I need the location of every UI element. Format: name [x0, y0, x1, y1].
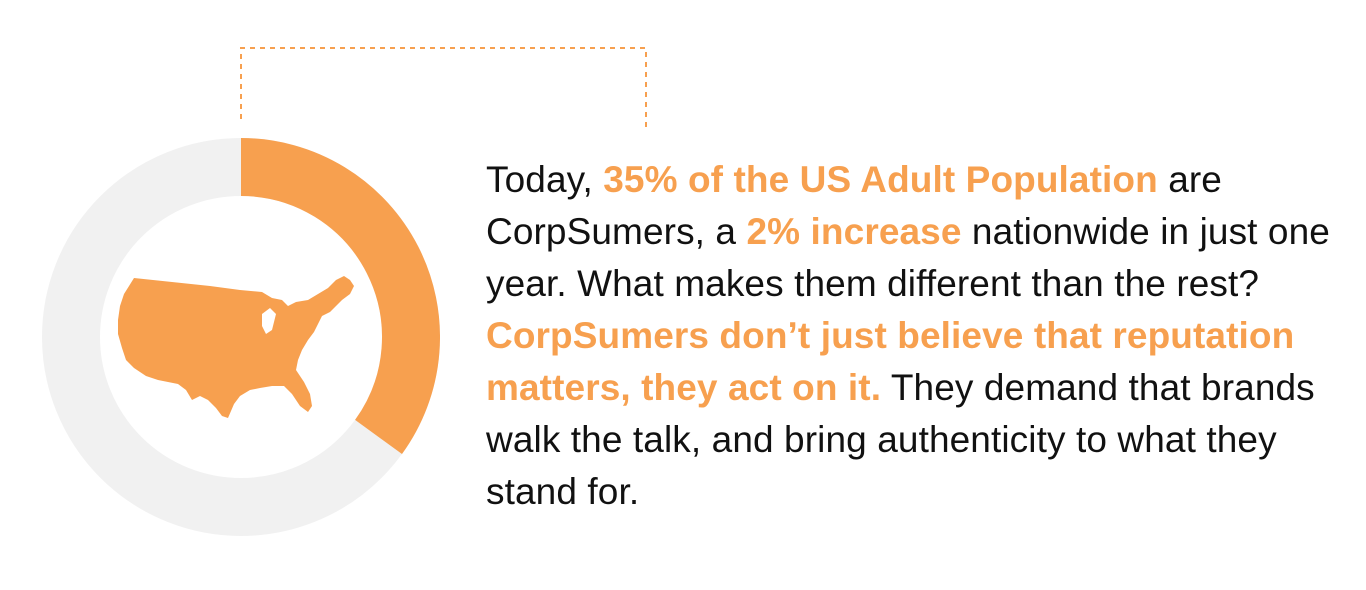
- donut-progress-arc: [240, 138, 440, 454]
- us-map-icon: [118, 276, 354, 418]
- text-segment: They demand that brands walk the talk, a…: [486, 367, 1315, 512]
- text-segment: Today,: [486, 159, 604, 200]
- highlight-stat-population: 35% of the US Adult Population: [603, 159, 1158, 200]
- text-segment: are CorpSumers, a: [486, 159, 1222, 252]
- corpsumers-paragraph: Today, 35% of the US Adult Population ar…: [486, 154, 1346, 518]
- highlight-statement: CorpSumers don’t just believe that reput…: [486, 315, 1295, 408]
- highlight-stat-increase: 2% increase: [746, 211, 962, 252]
- donut-chart: [42, 138, 440, 536]
- dotted-connector: [240, 47, 647, 132]
- text-segment: nationwide in just one year. What makes …: [486, 211, 1330, 304]
